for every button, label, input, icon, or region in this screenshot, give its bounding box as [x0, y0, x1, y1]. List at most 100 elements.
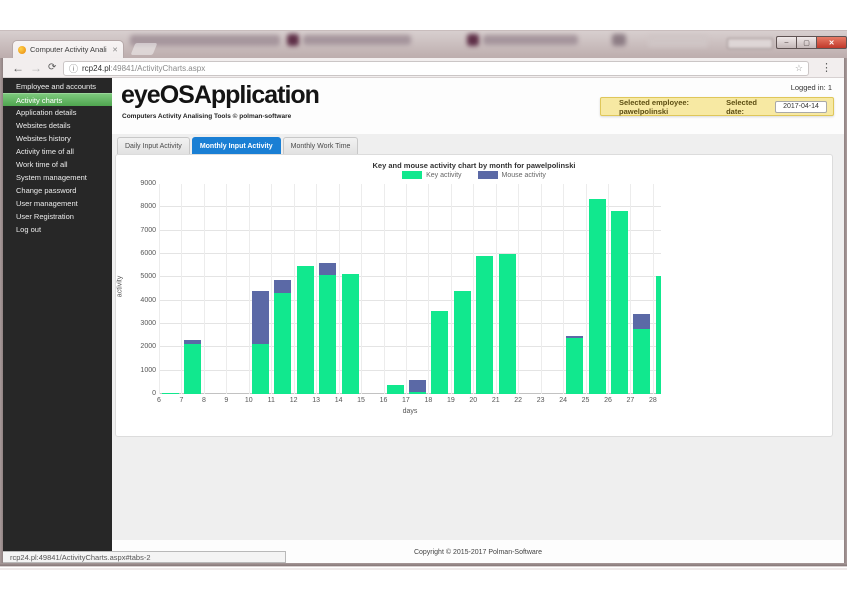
bar-key-activity-day-21[interactable]: [498, 254, 516, 394]
x-tick-label: 22: [514, 397, 523, 404]
x-tick-label: 9: [224, 397, 229, 404]
bar-key-activity-day-12[interactable]: [296, 265, 314, 394]
bar-key-activity-day-20[interactable]: [476, 256, 494, 394]
copyright-text: Copyright © 2015-2017 Polman-Software: [413, 549, 543, 556]
bar-key-activity-day-19[interactable]: [453, 291, 471, 394]
v-gridline: [293, 184, 295, 394]
bar-key-activity-day-16[interactable]: [386, 384, 404, 394]
selected-employee-label: Selected employee: pawelpolinski: [619, 97, 690, 116]
v-gridline: [316, 184, 318, 394]
app-subtitle: Computers Activity Analising Tools © pol…: [122, 113, 292, 120]
y-tick-label: 6000: [140, 250, 156, 257]
info-icon[interactable]: ⓘ: [69, 63, 79, 74]
y-axis-title: activity: [116, 275, 124, 298]
legend-swatch: [477, 171, 498, 179]
logged-in-count: Logged in: 1: [790, 83, 832, 92]
h-gridline: [159, 206, 661, 208]
status-bar: rcp24.pl:49841/ActivityCharts.aspx#tabs-…: [3, 551, 286, 563]
x-tick-label: 10: [244, 397, 253, 404]
background-window-blur: [303, 35, 411, 45]
tab-monthly-input-activity[interactable]: Monthly Input Activity: [191, 137, 281, 154]
browser-tab[interactable]: Computer Activity Anali ✕: [12, 40, 124, 58]
bar-key-activity-day-11[interactable]: [274, 292, 292, 394]
h-gridline: [159, 299, 661, 301]
sidebar-item-application-details[interactable]: Application details: [16, 108, 77, 117]
sidebar-item-activity-charts[interactable]: Activity charts: [3, 93, 112, 106]
forward-icon[interactable]: →: [30, 61, 42, 75]
sidebar-item-change-password[interactable]: Change password: [16, 186, 77, 195]
bar-mouse-activity-day-13[interactable]: [319, 263, 337, 275]
bar-key-activity-day-7[interactable]: [184, 343, 202, 394]
h-gridline: [159, 253, 661, 254]
background-window-blur: [648, 35, 708, 47]
v-gridline: [450, 184, 452, 394]
tab-close-icon[interactable]: ✕: [112, 46, 118, 54]
v-gridline: [608, 184, 609, 394]
bar-key-activity-day-27[interactable]: [633, 328, 651, 394]
y-tick-label: 7000: [140, 226, 156, 234]
sidebar-item-user-management[interactable]: User management: [16, 199, 78, 208]
x-tick-label: 6: [157, 397, 161, 404]
url-host: rcp24.pl: [82, 63, 111, 73]
v-gridline: [540, 184, 542, 394]
bar-key-activity-day-24[interactable]: [566, 338, 584, 394]
v-gridline: [585, 184, 587, 394]
bookmark-star-icon[interactable]: ☆: [794, 62, 803, 73]
y-tick-label: 2000: [140, 343, 156, 351]
bar-mouse-activity-day-7[interactable]: [184, 340, 202, 344]
v-gridline: [248, 184, 250, 394]
tab-monthly-work-time[interactable]: Monthly Work Time: [282, 137, 359, 154]
bar-key-activity-day-13[interactable]: [319, 275, 337, 394]
x-tick-label: 28: [648, 397, 657, 404]
bar-key-activity-day-26[interactable]: [611, 210, 628, 394]
date-input[interactable]: [775, 100, 827, 113]
legend-label: Key activity: [426, 171, 462, 179]
sidebar-item-system-management[interactable]: System management: [16, 173, 87, 182]
sidebar-item-work-time-of-all[interactable]: Work time of all: [16, 160, 68, 169]
x-tick-label: 24: [559, 397, 567, 404]
x-tick-label: 21: [491, 397, 500, 404]
minimize-icon: –: [784, 39, 789, 46]
bar-key-activity-day-10[interactable]: [251, 343, 269, 394]
sidebar-item-websites-details[interactable]: Websites details: [16, 121, 71, 130]
bar-key-activity-day-14[interactable]: [341, 273, 359, 394]
refresh-icon[interactable]: ⟳: [48, 62, 57, 73]
favicon-icon: [18, 45, 26, 54]
sidebar-item-log-out[interactable]: Log out: [16, 225, 42, 234]
v-gridline: [271, 184, 273, 394]
background-window-blur: [287, 34, 299, 46]
selection-bar: Selected employee: pawelpolinski Selecte…: [600, 97, 834, 116]
bar-key-activity-day-25[interactable]: [588, 199, 606, 394]
minimize-button[interactable]: –: [776, 36, 796, 49]
back-icon[interactable]: ←: [12, 61, 24, 75]
sidebar-item-employee-and-accounts[interactable]: Employee and accounts: [16, 82, 97, 91]
sidebar-item-activity-time-of-all[interactable]: Activity time of all: [16, 147, 74, 156]
tab-daily-input-activity[interactable]: Daily Input Activity: [117, 137, 190, 154]
browser-menu-icon[interactable]: ⋮: [821, 62, 832, 74]
v-gridline: [428, 184, 430, 394]
sidebar-list: Employee and accounts Activity charts Appl…: [3, 80, 112, 236]
sidebar-item-user-registration[interactable]: User Registration: [16, 212, 74, 221]
sidebar-item-websites-history[interactable]: Websites history: [16, 134, 71, 143]
close-window-button[interactable]: ✕: [816, 36, 847, 49]
bar-mouse-activity-day-17[interactable]: [408, 380, 426, 392]
v-gridline: [203, 184, 205, 394]
bar-key-activity-day-18[interactable]: [431, 311, 449, 394]
bar-key-activity-day-28[interactable]: [655, 276, 661, 394]
bar-mouse-activity-day-11[interactable]: [274, 279, 292, 293]
bar-mouse-activity-day-24[interactable]: [566, 335, 584, 338]
plot-area: [159, 184, 661, 394]
x-tick-label: 15: [357, 397, 365, 404]
h-gridline: [159, 346, 661, 348]
v-gridline: [495, 184, 497, 394]
bar-mouse-activity-day-10[interactable]: [251, 291, 269, 344]
address-bar[interactable]: ⓘ rcp24.pl:49841/ActivityCharts.aspx ☆: [63, 60, 809, 76]
bar-key-activity-day-6[interactable]: [162, 392, 179, 394]
bar-key-activity-day-17[interactable]: [408, 391, 426, 394]
x-tick-label: 25: [581, 397, 590, 404]
x-tick-label: 8: [201, 397, 206, 404]
bar-mouse-activity-day-27[interactable]: [633, 313, 651, 329]
maximize-button[interactable]: ▢: [796, 36, 816, 49]
main-content: eyeOSApplication Computers Activity Anal…: [112, 78, 844, 563]
